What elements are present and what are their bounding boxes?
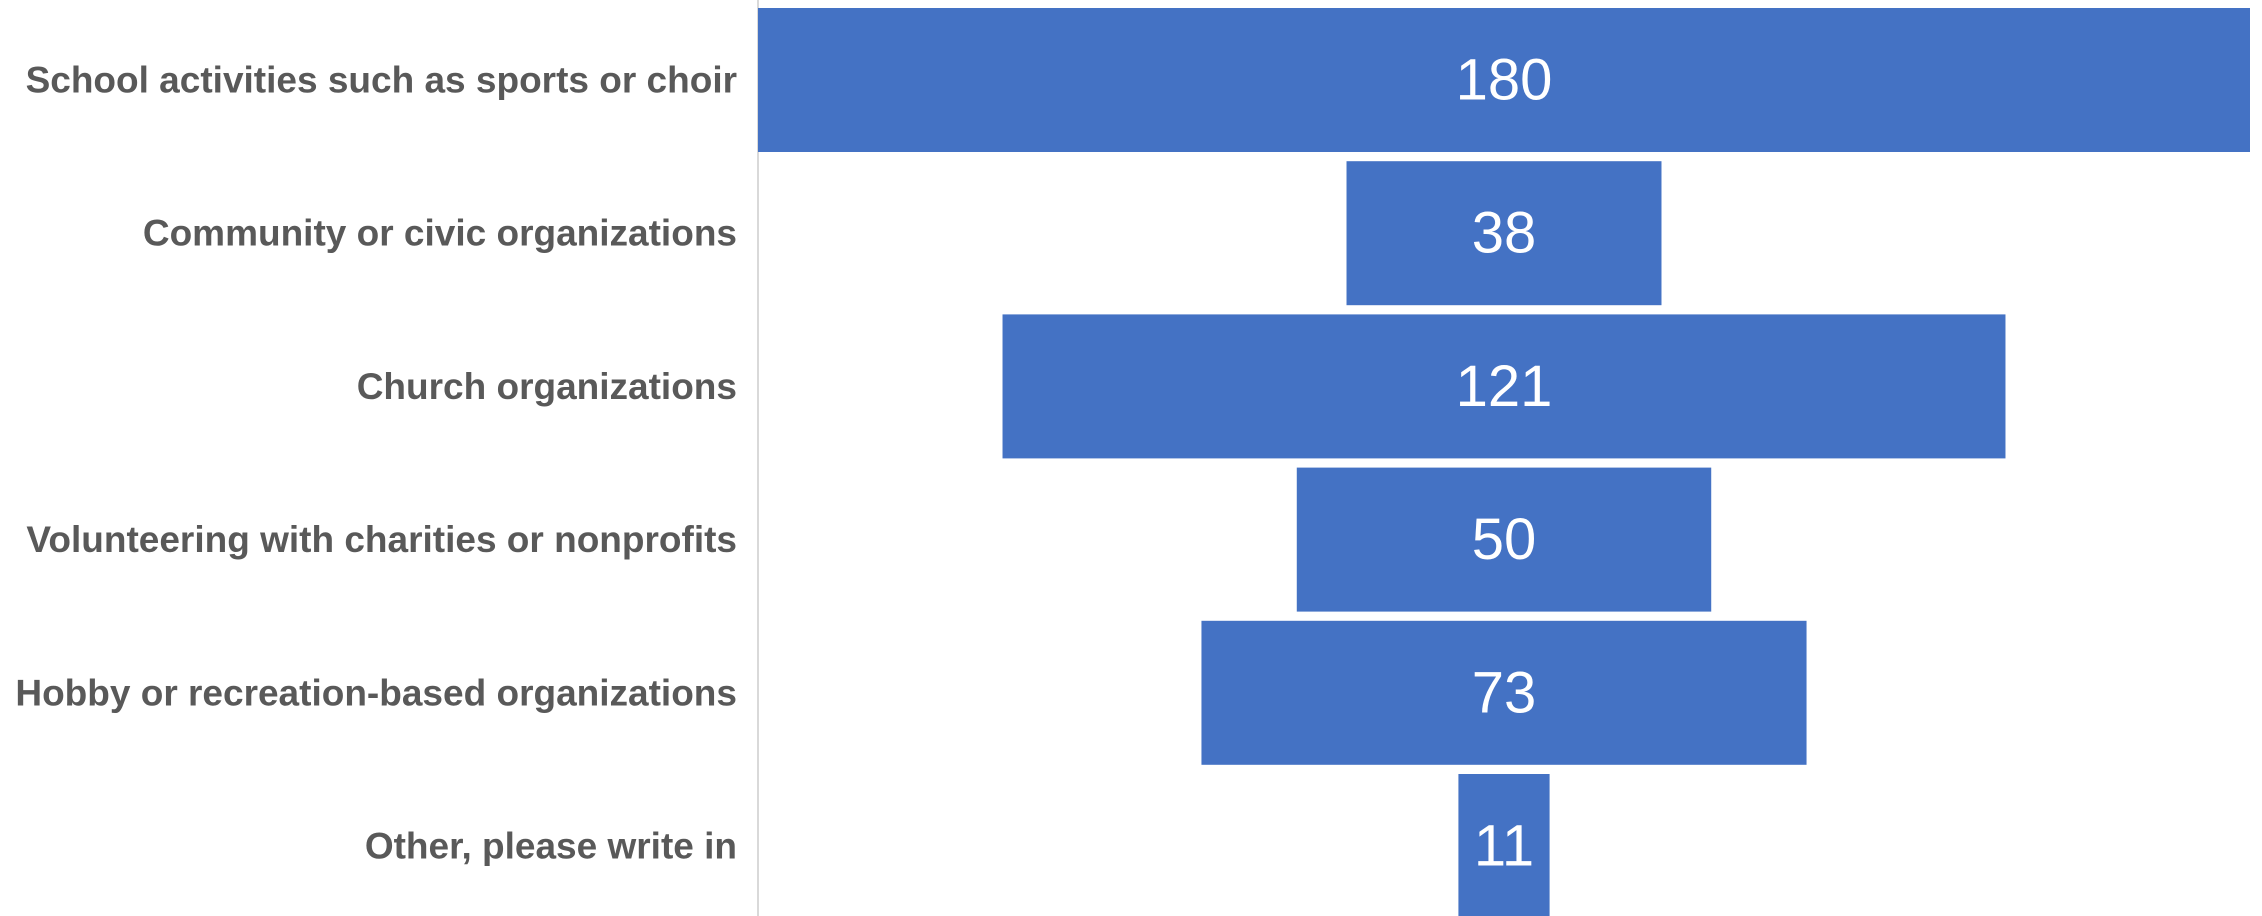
data-label: 11 xyxy=(1474,814,1534,879)
category-labels-group: School activities such as sports or choi… xyxy=(15,60,737,867)
data-label: 73 xyxy=(1472,660,1537,725)
funnel-bar xyxy=(758,8,2250,152)
bars-group xyxy=(758,8,2250,916)
data-label: 50 xyxy=(1472,507,1537,572)
data-label: 121 xyxy=(1456,354,1553,419)
category-label: Volunteering with charities or nonprofit… xyxy=(26,519,737,560)
funnel-bar xyxy=(1458,774,1550,916)
category-label: Community or civic organizations xyxy=(143,213,737,254)
category-label: Hobby or recreation-based organizations xyxy=(15,672,737,713)
funnel-bar xyxy=(1296,467,1712,612)
funnel-bar xyxy=(1346,161,1662,306)
category-label: Other, please write in xyxy=(365,826,737,867)
funnel-bar xyxy=(1201,620,1807,765)
funnel-bar xyxy=(1002,314,2006,459)
category-label: Church organizations xyxy=(357,366,737,407)
data-label: 38 xyxy=(1472,201,1537,266)
data-labels-group: 180 38 121 50 73 11 xyxy=(1456,48,1553,879)
category-label: School activities such as sports or choi… xyxy=(26,60,737,101)
data-label: 180 xyxy=(1456,48,1553,113)
